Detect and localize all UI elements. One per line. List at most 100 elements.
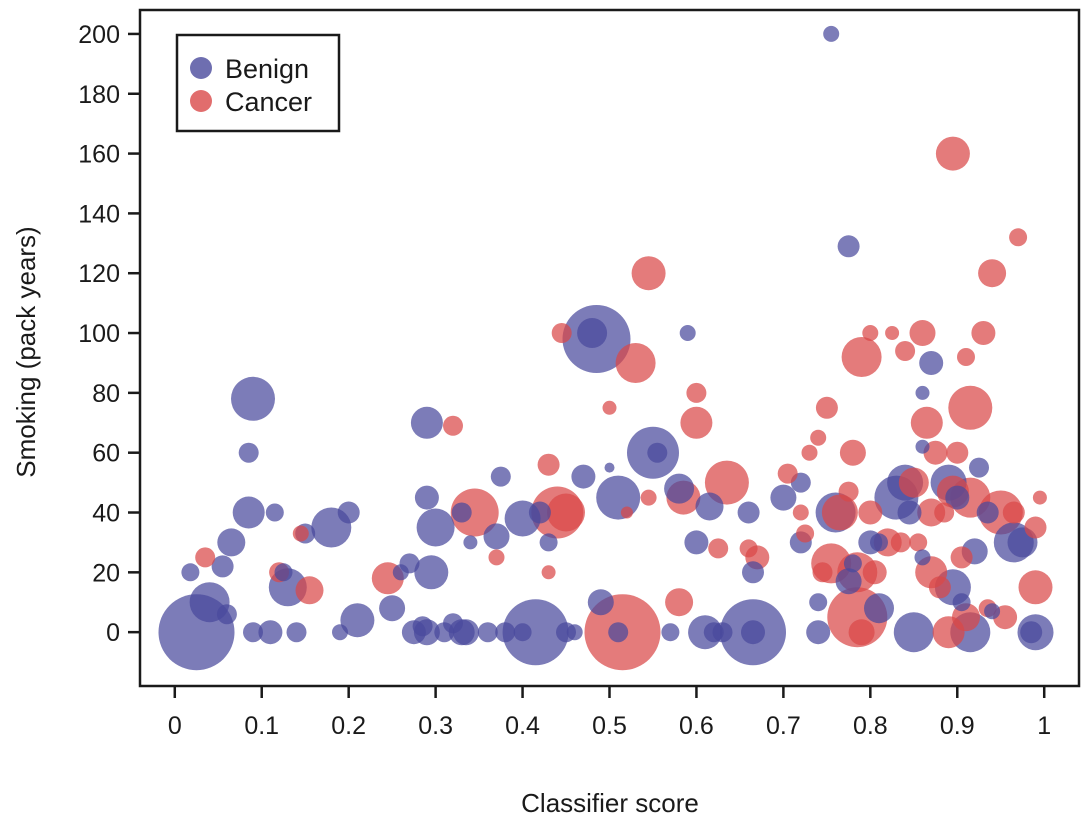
cancer-point-74 <box>1024 516 1047 539</box>
benign-point-97 <box>984 603 1001 620</box>
x-tick-label-0.5: 0.5 <box>592 712 627 740</box>
benign-point-75 <box>837 235 860 258</box>
cancer-point-75 <box>1018 570 1053 605</box>
benign-point-67 <box>741 620 765 645</box>
benign-point-96 <box>976 501 999 524</box>
cancer-point-16 <box>615 343 656 383</box>
benign-point-37 <box>483 523 510 550</box>
y-tick-label-80: 80 <box>92 380 120 408</box>
cancer-point-18 <box>640 489 657 506</box>
benign-point-58 <box>679 325 696 341</box>
cancer-point-32 <box>812 562 833 583</box>
cancer-point-44 <box>862 560 887 585</box>
benign-point-43 <box>528 501 551 524</box>
benign-point-86 <box>915 439 930 454</box>
cancer-point-52 <box>910 406 943 439</box>
benign-point-51 <box>604 462 615 473</box>
benign-point-36 <box>477 622 498 643</box>
y-tick-label-100: 100 <box>78 320 120 348</box>
cancer-point-67 <box>971 321 996 345</box>
cancer-point-73 <box>1009 228 1028 247</box>
legend: Benign Cancer <box>175 33 341 133</box>
benign-point-59 <box>684 530 709 555</box>
benign-point-95 <box>969 457 989 478</box>
cancer-point-62 <box>950 546 973 569</box>
benign-point-25 <box>412 616 433 637</box>
x-tick-label-1: 1 <box>1037 712 1051 740</box>
cancer-point-0 <box>195 547 216 568</box>
cancer-point-57 <box>934 502 955 523</box>
benign-point-80 <box>864 593 894 624</box>
benign-point-38 <box>490 466 511 487</box>
benign-point-49 <box>577 318 608 348</box>
cancer-point-43 <box>858 500 883 525</box>
cancer-point-69 <box>978 259 1007 288</box>
y-tick-label-60: 60 <box>92 440 120 468</box>
cancer-point-6 <box>450 488 499 537</box>
benign-point-18 <box>337 501 360 524</box>
benign-point-57 <box>664 473 695 504</box>
cancer-point-65 <box>948 385 993 430</box>
x-tick-label-0.2: 0.2 <box>331 712 366 740</box>
cancer-point-7 <box>488 549 505 566</box>
legend-marker-cancer <box>190 90 212 112</box>
cancer-point-42 <box>862 325 879 341</box>
benign-point-79 <box>870 533 888 552</box>
benign-point-11 <box>265 503 284 522</box>
benign-point-31 <box>443 613 463 634</box>
benign-point-8 <box>238 442 259 463</box>
y-axis-title: Smoking (pack years) <box>11 226 41 477</box>
cancer-point-27 <box>777 463 798 484</box>
benign-point-91 <box>945 485 970 510</box>
benign-point-3 <box>211 555 234 578</box>
cancer-point-36 <box>838 481 859 502</box>
legend-box <box>175 33 341 133</box>
cancer-point-46 <box>885 326 900 340</box>
cancer-point-3 <box>295 576 324 605</box>
y-tick-label-0: 0 <box>106 619 120 647</box>
benign-point-5 <box>181 563 200 582</box>
benign-point-29 <box>416 508 455 547</box>
x-axis-title: Classifier score <box>521 788 699 818</box>
cancer-point-15 <box>620 506 633 519</box>
benign-point-42 <box>513 623 532 642</box>
benign-point-12 <box>274 563 293 582</box>
benign-point-7 <box>231 376 275 421</box>
benign-point-47 <box>571 464 596 489</box>
benign-point-100 <box>1020 621 1043 644</box>
cancer-point-61 <box>946 441 969 464</box>
benign-point-65 <box>737 501 760 524</box>
x-tick-label-0.4: 0.4 <box>505 712 540 740</box>
cancer-point-47 <box>890 532 911 553</box>
cancer-point-76 <box>1032 490 1047 505</box>
x-axis: 0 0.1 0.2 0.3 0.4 0.5 0.6 0.7 0.8 0.9 1 <box>168 686 1051 740</box>
cancer-point-25 <box>739 539 758 558</box>
benign-point-63 <box>712 622 733 643</box>
legend-label-cancer: Cancer <box>225 87 312 117</box>
benign-point-39 <box>495 622 516 643</box>
x-tick-label-0.3: 0.3 <box>418 712 453 740</box>
x-tick-label-0.7: 0.7 <box>766 712 801 740</box>
cancer-point-30 <box>801 444 818 461</box>
cancer-point-23 <box>708 538 729 559</box>
benign-point-10 <box>258 620 283 645</box>
benign-point-56 <box>661 623 680 642</box>
cancer-point-22 <box>686 382 707 403</box>
cancer-point-60 <box>935 136 970 171</box>
benign-point-6 <box>232 496 265 529</box>
benign-point-77 <box>843 554 862 573</box>
benign-point-72 <box>809 593 828 612</box>
benign-point-76 <box>835 568 862 595</box>
cancer-point-28 <box>792 504 809 521</box>
benign-point-87 <box>919 351 944 375</box>
cancer-point-72 <box>1002 501 1025 524</box>
benign-point-22 <box>392 564 409 581</box>
cancer-point-63 <box>957 348 975 366</box>
cancer-point-48 <box>895 341 916 361</box>
benign-point-71 <box>806 620 831 645</box>
benign-point-17 <box>332 624 348 641</box>
y-tick-label-40: 40 <box>92 500 120 528</box>
y-tick-label-20: 20 <box>92 559 120 587</box>
cancer-point-39 <box>841 337 882 377</box>
cancer-point-33 <box>815 396 838 419</box>
